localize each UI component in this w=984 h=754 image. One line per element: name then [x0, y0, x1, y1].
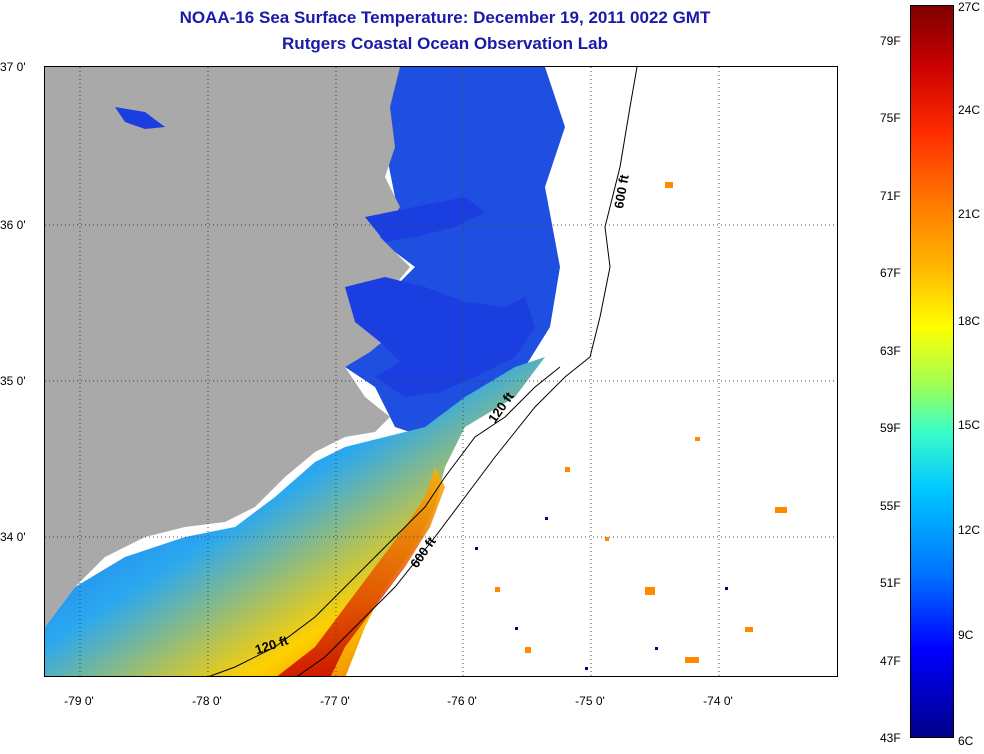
- sst-map-canvas: [45, 67, 837, 676]
- colorbar-c-15: 15C: [958, 418, 981, 432]
- contour-120ft: [209, 366, 561, 676]
- offshore-cold-speckles: [475, 517, 728, 670]
- lon-label-77: -77 0': [320, 694, 350, 708]
- lat-label-36: 36 0': [0, 218, 26, 232]
- albemarle-sound: [365, 197, 485, 242]
- colorbar-c-21: 21C: [958, 207, 981, 221]
- colorbar-c-9: 9C: [958, 628, 974, 642]
- colorbar-f-43: 43F: [880, 731, 901, 745]
- lon-label-75: -75 0': [575, 694, 605, 708]
- map-title: NOAA-16 Sea Surface Temperature: Decembe…: [179, 8, 711, 27]
- colorbar-c-18: 18C: [958, 314, 981, 328]
- colorbar-f-79: 79F: [880, 34, 901, 48]
- lon-label-76: -76 0': [447, 694, 477, 708]
- colorbar-c-12: 12C: [958, 523, 981, 537]
- colorbar-f-59: 59F: [880, 421, 901, 435]
- colorbar-f-47: 47F: [880, 654, 901, 668]
- lat-label-37: 37 0': [0, 60, 26, 74]
- sst-map[interactable]: 600 ft 120 ft 600 ft 120 ft: [44, 66, 838, 677]
- lon-label-79: -79 0': [64, 694, 94, 708]
- shelf-water: [45, 357, 545, 676]
- map-subtitle: Rutgers Coastal Ocean Observation Lab: [282, 34, 608, 53]
- colorbar-f-71: 71F: [880, 189, 901, 203]
- colorbar-f-55: 55F: [880, 499, 901, 513]
- lat-label-34: 34 0': [0, 530, 26, 544]
- colorbar-f-75: 75F: [880, 111, 901, 125]
- graticule: [45, 67, 837, 676]
- gulf-stream-edge: [277, 467, 445, 676]
- offshore-speckles: [495, 182, 787, 663]
- pamlico-sound: [345, 277, 535, 397]
- colorbar-f-67: 67F: [880, 266, 901, 280]
- colorbar-c-6: 6C: [958, 734, 974, 748]
- lat-label-35: 35 0': [0, 374, 26, 388]
- colorbar-f-63: 63F: [880, 344, 901, 358]
- colorbar-f-51: 51F: [880, 576, 901, 590]
- contour-600ft: [296, 67, 638, 676]
- temperature-colorbar: [910, 5, 954, 738]
- land-mass: [45, 67, 410, 627]
- inland-lake: [115, 107, 165, 129]
- lon-label-78: -78 0': [192, 694, 222, 708]
- lon-label-74: -74 0': [703, 694, 733, 708]
- colorbar-c-24: 24C: [958, 103, 981, 117]
- colorbar-c-27: 27C: [958, 0, 981, 14]
